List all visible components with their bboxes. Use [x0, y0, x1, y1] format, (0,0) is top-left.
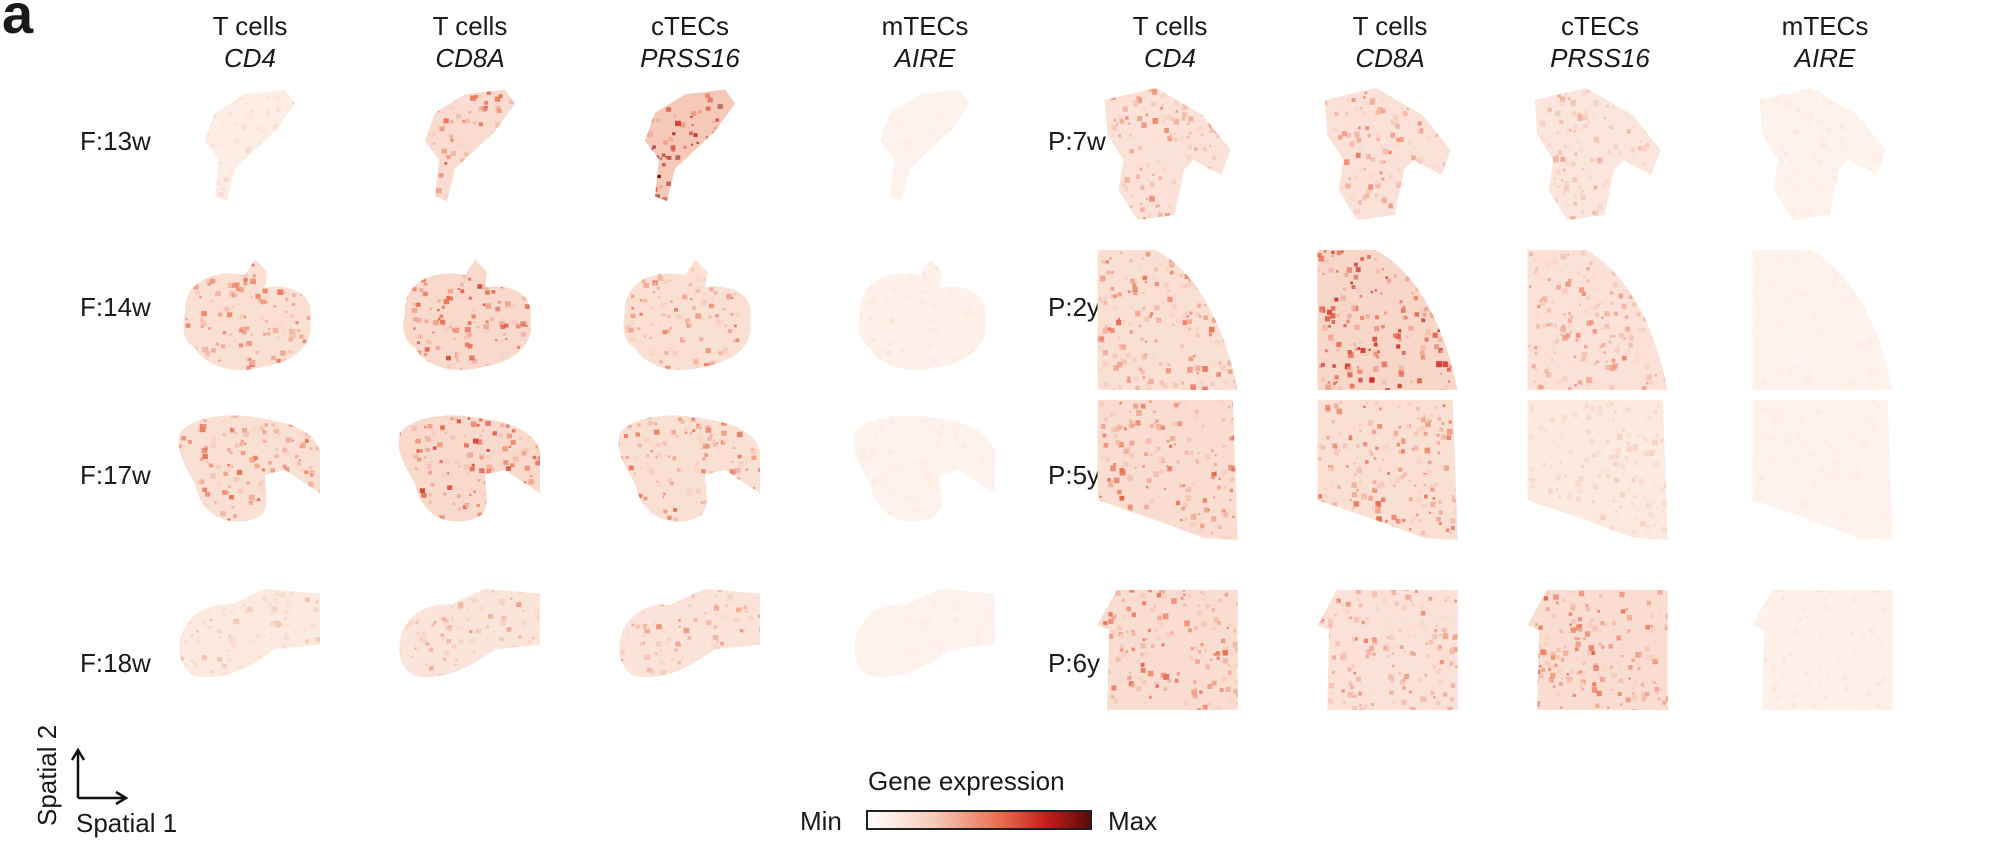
spatial-1-label: Spatial 1	[76, 808, 178, 838]
column-header-5: T cells CD4	[1070, 10, 1270, 74]
postnatal-tissue-plot	[1097, 400, 1238, 540]
cell-type-label: cTECs	[651, 11, 729, 41]
fetal-tissue-plot	[205, 89, 295, 202]
tissue-section	[1097, 250, 1238, 390]
cell-type-label: mTECs	[1781, 11, 1869, 41]
tissue-section	[1097, 590, 1238, 710]
column-header-7: cTECs PRSS16	[1500, 10, 1700, 74]
tissue-section	[645, 89, 735, 202]
tissue-section	[1527, 590, 1668, 710]
postnatal-tissue-plot	[1752, 590, 1893, 710]
spatial-expression-grid	[178, 88, 1893, 710]
fetal-tissue-plot	[880, 89, 970, 202]
tissue-section	[1752, 590, 1893, 710]
tissue-section	[1752, 250, 1893, 390]
fetal-row-label: F:14w	[80, 292, 151, 322]
spatial-axis-indicator	[70, 747, 129, 806]
column-header-4: mTECs AIRE	[825, 10, 1025, 74]
legend-max-label: Max	[1108, 806, 1158, 836]
postnatal-tissue-plot	[1752, 250, 1893, 390]
tissue-section	[619, 588, 760, 678]
gene-label: CD8A	[435, 43, 505, 73]
cell-type-label: mTECs	[881, 11, 969, 41]
cell-type-label: T cells	[432, 11, 508, 41]
fetal-tissue-plot	[403, 259, 531, 371]
postnatal-tissue-plot	[1752, 400, 1893, 540]
legend-min-label: Min	[800, 806, 842, 836]
tissue-section	[1104, 88, 1231, 220]
tissue-section	[854, 588, 995, 678]
gene-label: PRSS16	[640, 43, 740, 73]
postnatal-row-label: P:5y	[1048, 460, 1101, 490]
tissue-section	[623, 259, 751, 371]
postnatal-row-label: P:2y	[1048, 292, 1101, 322]
postnatal-tissue-plot	[1317, 400, 1458, 540]
fetal-row-label: F:13w	[80, 126, 151, 156]
legend-colorbar	[866, 810, 1092, 830]
postnatal-tissue-plot	[1759, 88, 1886, 220]
fetal-tissue-plot	[179, 588, 321, 678]
gene-label: PRSS16	[1550, 43, 1650, 73]
postnatal-tissue-plot	[1534, 88, 1661, 220]
fetal-tissue-plot	[399, 588, 541, 678]
gene-label: CD8A	[1355, 43, 1425, 73]
tissue-section	[183, 259, 311, 371]
postnatal-tissue-plot	[1097, 250, 1238, 390]
fetal-tissue-plot	[623, 259, 751, 371]
fetal-tissue-plot	[618, 415, 760, 522]
postnatal-tissue-plot	[1104, 88, 1231, 220]
fetal-tissue-plot	[619, 588, 761, 678]
fetal-tissue-plot	[853, 415, 995, 522]
postnatal-tissue-plot	[1317, 250, 1458, 390]
fetal-tissue-plot	[854, 588, 996, 678]
fetal-tissue-plot	[178, 415, 320, 522]
fetal-tissue-plot	[645, 89, 735, 202]
postnatal-tissue-plot	[1317, 590, 1458, 710]
tissue-section	[398, 415, 540, 522]
column-header-6: T cells CD8A	[1290, 10, 1490, 74]
gene-label: CD4	[223, 43, 276, 73]
postnatal-row-label: P:6y	[1048, 648, 1101, 678]
column-header-2: T cells CD8A	[370, 10, 570, 74]
postnatal-tissue-plot	[1324, 88, 1451, 220]
cell-type-label: T cells	[1352, 11, 1428, 41]
fetal-tissue-plot	[858, 259, 986, 371]
gene-label: AIRE	[1794, 43, 1856, 73]
legend-title: Gene expression	[868, 766, 1065, 796]
tissue-section	[1534, 88, 1661, 220]
fetal-tissue-plot	[183, 259, 311, 371]
gene-label: AIRE	[894, 43, 956, 73]
postnatal-tissue-plot	[1527, 400, 1668, 540]
postnatal-tissue-plot	[1527, 250, 1668, 390]
tissue-section	[1527, 250, 1668, 390]
column-header-8: mTECs AIRE	[1725, 10, 1925, 74]
tissue-section	[853, 415, 995, 522]
postnatal-tissue-plot	[1527, 590, 1668, 710]
tissue-section	[880, 89, 970, 202]
cell-type-label: T cells	[212, 11, 288, 41]
column-header-1: T cells CD4	[150, 10, 350, 74]
postnatal-row-label: P:7w	[1048, 126, 1106, 156]
tissue-section	[1759, 88, 1886, 220]
fetal-tissue-plot	[398, 415, 540, 522]
fetal-row-label: F:17w	[80, 460, 151, 490]
spatial-2-label: Spatial 2	[32, 724, 62, 826]
tissue-section	[403, 259, 531, 371]
fetal-row-label: F:18w	[80, 648, 151, 678]
tissue-section	[179, 588, 320, 678]
tissue-section	[425, 89, 515, 202]
postnatal-tissue-plot	[1097, 590, 1238, 710]
cell-type-label: T cells	[1132, 11, 1208, 41]
column-header-3: cTECs PRSS16	[590, 10, 790, 74]
cell-type-label: cTECs	[1561, 11, 1639, 41]
fetal-tissue-plot	[425, 89, 515, 202]
panel-letter: a	[2, 0, 34, 45]
gene-label: CD4	[1143, 43, 1196, 73]
